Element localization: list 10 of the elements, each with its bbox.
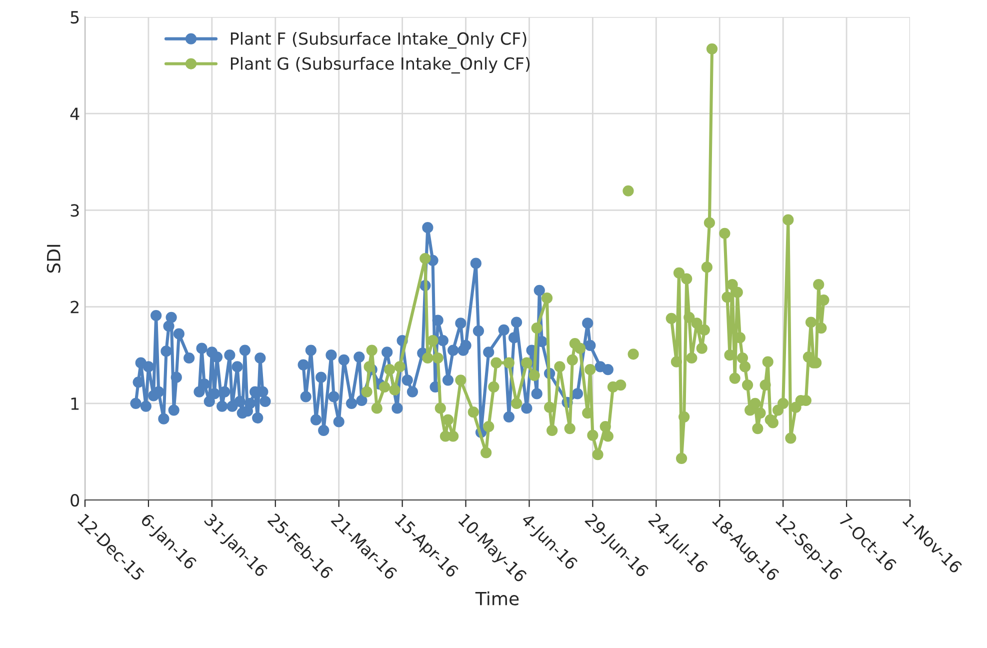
y-tick-label: 0	[70, 494, 80, 507]
y-tick-label: 2	[70, 300, 78, 314]
y-tick-label: 4	[70, 108, 80, 120]
x-axis-title: Time	[475, 591, 519, 606]
y-tick-label: 1	[71, 398, 79, 410]
legend-label: Plant G (Subsurface Intake_Only CF)	[230, 56, 530, 74]
y-axis-title: SDI	[46, 244, 60, 273]
legend-label: Plant F (Subsurface Intake_Only CF)	[230, 32, 526, 49]
y-tick-label: 5	[70, 11, 79, 24]
y-tick-label: 3	[70, 204, 79, 217]
